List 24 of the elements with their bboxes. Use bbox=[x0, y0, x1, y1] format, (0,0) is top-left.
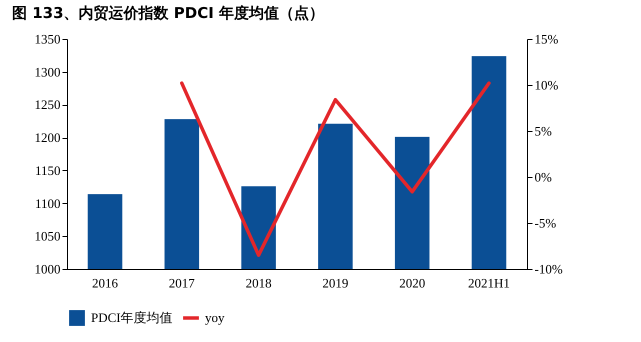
legend-label: PDCI年度均值 bbox=[91, 310, 173, 325]
y2-tick-label: 15% bbox=[534, 32, 558, 46]
y-tick-label: 1100 bbox=[34, 196, 60, 211]
y2-tick-label: -10% bbox=[534, 262, 563, 276]
y-tick-label: 1300 bbox=[34, 64, 60, 80]
chart-title: 图 133、内贸运价指数 PDCI 年度均值（点） bbox=[12, 4, 324, 22]
y-tick-label: 1250 bbox=[34, 97, 60, 112]
y-tick-label: 1350 bbox=[34, 32, 60, 46]
x-tick-label: 2017 bbox=[168, 276, 196, 290]
x-tick-label: 2021H1 bbox=[468, 276, 510, 290]
x-tick-label: 2019 bbox=[322, 276, 348, 290]
y-tick-label: 1150 bbox=[34, 162, 60, 178]
x-tick-label: 2016 bbox=[92, 276, 119, 290]
y2-tick-label: 10% bbox=[534, 78, 558, 92]
y2-tick-label: 0% bbox=[534, 170, 552, 184]
y-tick-label: 1200 bbox=[34, 130, 60, 146]
y-tick-label: 1000 bbox=[34, 262, 60, 276]
y2-tick-label: -5% bbox=[534, 216, 556, 230]
y2-tick-label: 5% bbox=[534, 124, 552, 138]
x-tick-label: 2020 bbox=[399, 276, 426, 290]
legend-label: yoy bbox=[205, 310, 225, 325]
line-series bbox=[180, 81, 491, 257]
y-tick-label: 1050 bbox=[34, 228, 60, 244]
x-tick-label: 2018 bbox=[246, 276, 272, 290]
